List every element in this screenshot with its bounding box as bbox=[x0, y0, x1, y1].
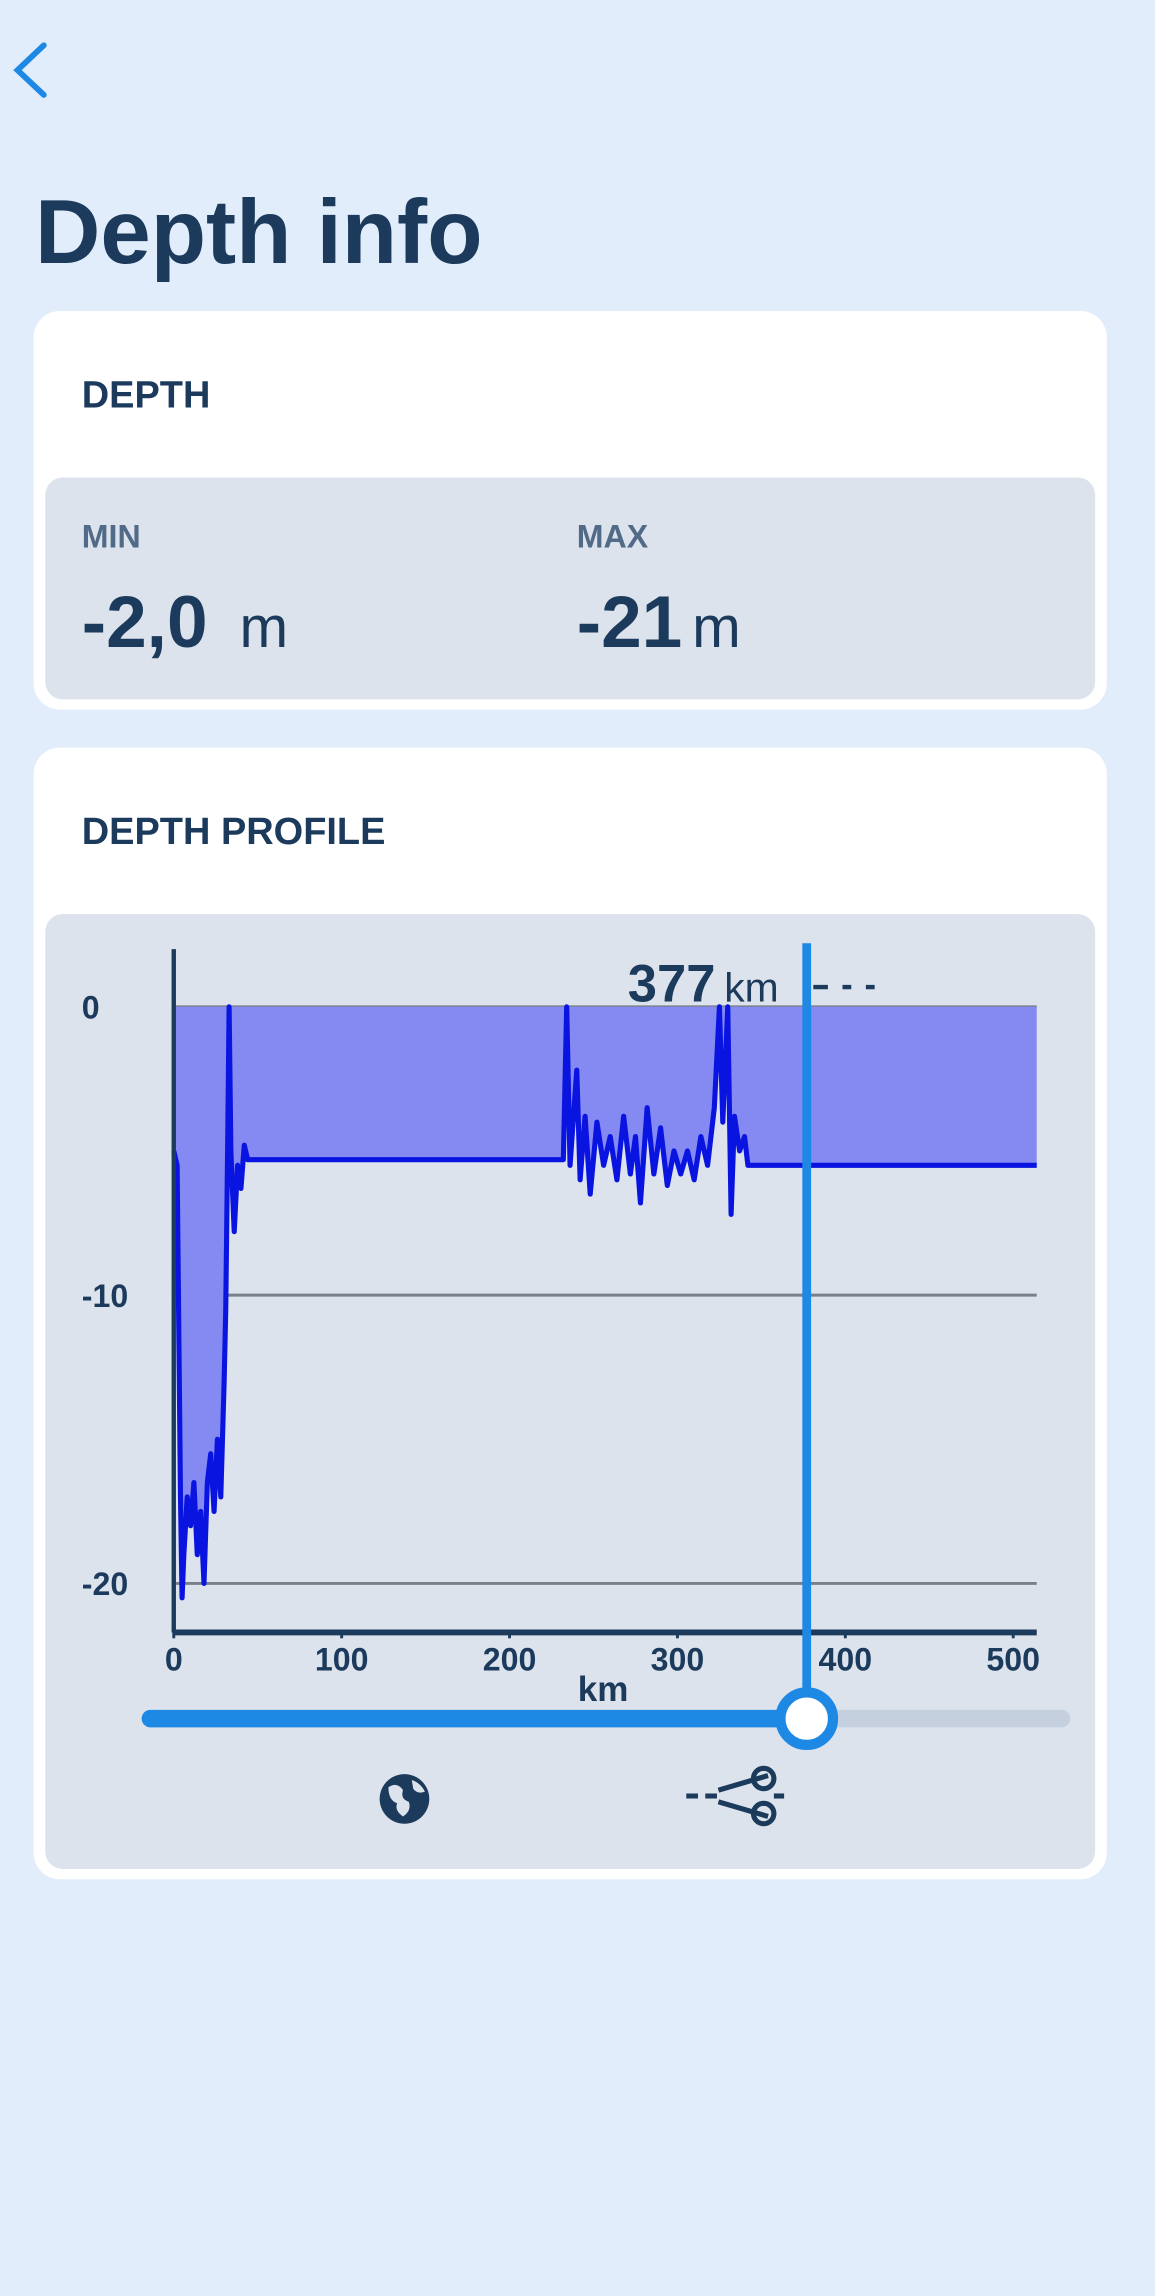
max-label: MAX bbox=[577, 519, 649, 555]
card-title: DEPTH bbox=[82, 374, 211, 416]
area bbox=[173, 1006, 1037, 1598]
min-value: -2,0 bbox=[82, 582, 208, 663]
x-tick-label: 0 bbox=[165, 1641, 183, 1677]
cursor-unit: km bbox=[724, 965, 779, 1011]
x-tick-label: 400 bbox=[819, 1641, 873, 1677]
page-title: Depth info bbox=[35, 182, 482, 283]
x-tick-label: 500 bbox=[986, 1641, 1040, 1677]
y-tick-label: -10 bbox=[82, 1278, 128, 1314]
x-tick-label: 300 bbox=[651, 1641, 705, 1677]
y-tick-label: 0 bbox=[82, 989, 100, 1025]
back-button[interactable] bbox=[13, 42, 47, 98]
card-title: DEPTH PROFILE bbox=[82, 811, 386, 853]
cut-button[interactable] bbox=[686, 1765, 785, 1827]
chart-controls bbox=[379, 1765, 785, 1827]
min-label: MIN bbox=[82, 519, 141, 555]
max-value: -21 bbox=[577, 582, 683, 663]
y-tick-label: -20 bbox=[82, 1566, 128, 1602]
slider-knob[interactable] bbox=[775, 1687, 839, 1751]
x-axis-title: km bbox=[578, 1670, 629, 1709]
x-tick-label: 100 bbox=[315, 1641, 369, 1677]
globe-button[interactable] bbox=[379, 1774, 430, 1824]
max-unit: m bbox=[692, 595, 741, 660]
x-tick-label: 200 bbox=[483, 1641, 537, 1677]
cursor-value: 377 bbox=[628, 955, 716, 1014]
depth-stats bbox=[45, 477, 1096, 700]
min-unit: m bbox=[239, 595, 288, 660]
line bbox=[171, 1004, 1037, 1601]
